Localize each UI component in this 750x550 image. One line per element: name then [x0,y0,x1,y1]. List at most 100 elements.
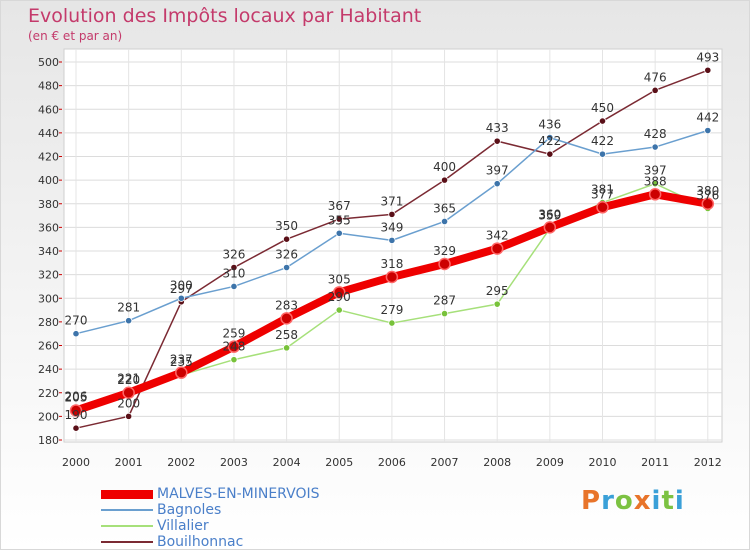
data-label-bouilhonnac-2007: 400 [433,160,456,174]
data-point-villalier-2008 [493,300,501,308]
data-point-malves-en-minervois-2006 [385,270,399,284]
data-point-bagnoles-2007 [440,217,449,226]
y-tick-label-480: 480 [38,80,59,93]
data-label-bagnoles-2003: 310 [222,266,245,280]
data-point-bouilhonnac-2010 [598,117,607,125]
y-tick-label-180: 180 [38,434,59,447]
y-tick-label-400: 400 [38,174,59,187]
data-label-bagnoles-2000: 270 [65,314,88,328]
logo-letter: i [651,486,662,516]
data-point-bagnoles-2004 [282,263,291,272]
data-label-bouilhonnac-2009: 422 [538,134,561,148]
data-label-bagnoles-2002: 300 [170,278,193,292]
x-tick-label-2010: 2010 [589,456,617,469]
logo-letter: x [633,486,652,516]
data-point-villalier-2011 [651,180,659,188]
data-point-malves-en-minervois-2008 [490,242,504,255]
data-point-bagnoles-2001 [125,317,133,325]
data-label-bagnoles-2007: 365 [433,201,456,215]
data-label-bouilhonnac-2004: 350 [275,219,298,233]
data-point-bagnoles-2012 [704,126,712,135]
data-label-bagnoles-2011: 428 [644,127,667,141]
data-label-malves-en-minervois-2007: 329 [433,244,456,258]
data-label-bouilhonnac-2003: 326 [222,248,245,262]
y-tick-label-320: 320 [38,269,59,282]
data-label-villalier-2000: 206 [65,389,88,403]
y-tick-label-280: 280 [38,316,59,329]
legend-label: Bouilhonnac [157,534,244,550]
data-label-malves-en-minervois-2005: 305 [328,272,351,286]
data-point-malves-en-minervois-2007 [438,257,451,271]
data-label-bouilhonnac-2005: 367 [328,199,351,213]
data-label-malves-en-minervois-2000: 205 [65,390,88,404]
data-point-bouilhonnac-2001 [125,412,133,420]
data-point-bouilhonnac-2011 [651,86,659,94]
axis-layer: 180 200 220 240 260 280 300 320 340 360 380 400 420 4… [38,56,722,469]
data-point-bouilhonnac-2000 [72,424,80,432]
logo-letter: r [601,486,615,516]
data-label-villalier-2002: 235 [170,355,193,369]
data-point-malves-en-minervois-2002 [175,366,188,379]
data-point-malves-en-minervois-2001 [122,386,135,399]
data-label-malves-en-minervois-2001: 220 [117,373,140,387]
y-tick-label-500: 500 [38,56,59,69]
data-label-bouilhonnac-2001: 200 [117,396,140,410]
data-label-bouilhonnac-2006: 371 [380,194,403,208]
data-point-malves-en-minervois-2000 [69,404,83,417]
data-point-bagnoles-2005 [335,229,343,237]
data-label-bagnoles-2009: 436 [538,118,561,132]
legend-label: Villalier [157,518,209,534]
data-point-bouilhonnac-2006 [388,210,396,218]
data-point-bagnoles-2006 [388,236,396,244]
data-label-bouilhonnac-2002: 297 [170,282,193,296]
data-label-bouilhonnac-2000: 190 [65,408,88,422]
y-tick-label-340: 340 [38,245,59,258]
data-label-malves-en-minervois-2012: 380 [696,184,719,198]
data-label-bagnoles-2008: 397 [486,164,509,178]
y-tick-label-420: 420 [38,151,59,164]
x-tick-label-2002: 2002 [167,456,195,469]
data-label-bouilhonnac-2012: 493 [696,50,719,64]
data-point-malves-en-minervois-2010 [596,201,609,214]
logo-letter: P [581,486,602,516]
x-tick-label-2006: 2006 [378,456,406,469]
data-label-villalier-2009: 359 [538,209,561,223]
legend-swatch [101,541,153,543]
data-label-malves-en-minervois-2010: 377 [591,187,614,201]
x-tick-label-2004: 2004 [273,456,301,469]
data-point-villalier-2006 [388,319,396,327]
data-label-villalier-2011: 397 [644,164,667,178]
data-label-villalier-2010: 381 [591,183,614,197]
data-label-villalier-2004: 258 [275,328,298,342]
data-point-malves-en-minervois-2005 [333,286,346,299]
data-label-bagnoles-2004: 326 [275,248,298,262]
data-point-villalier-2003 [230,356,238,364]
legend-label: Bagnoles [157,502,222,518]
legend-swatch [101,525,153,527]
data-point-villalier-2007 [440,310,449,318]
data-point-malves-en-minervois-2012 [701,197,715,210]
data-point-bouilhonnac-2012 [704,66,712,74]
data-label-villalier-2007: 287 [433,294,456,308]
series-malves-en-minervois [69,188,715,417]
data-label-bagnoles-2005: 355 [328,213,351,227]
data-point-bagnoles-2003 [230,282,238,291]
data-point-malves-en-minervois-2009 [543,221,557,234]
y-tick-label-300: 300 [38,292,59,305]
x-tick-label-2003: 2003 [220,456,248,469]
data-point-bagnoles-2011 [651,143,659,151]
series-layer [69,66,715,432]
data-label-malves-en-minervois-2008: 342 [486,229,509,243]
data-point-bagnoles-2002 [177,294,185,302]
y-tick-label-440: 440 [38,127,59,140]
chart-title: Evolution des Impôts locaux par Habitant [28,5,422,27]
data-point-villalier-2005 [335,306,343,314]
data-point-villalier-2004 [282,344,291,352]
proxiti-logo: Proxiti [581,486,685,516]
data-point-bouilhonnac-2007 [440,176,449,184]
logo-letter: i [674,486,685,516]
data-label-malves-en-minervois-2011: 388 [644,174,667,188]
data-point-bouilhonnac-2009 [546,150,554,158]
